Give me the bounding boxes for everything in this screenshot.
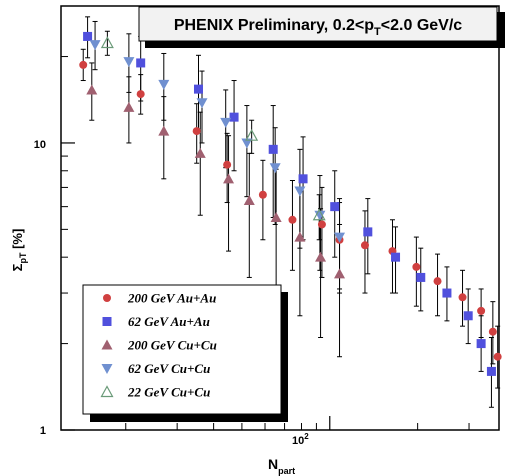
y-axis-label-main: Σ: [10, 263, 25, 271]
data-point-200-gev-au-au: [258, 190, 267, 199]
data-point-62-gev-cu-cu: [269, 163, 281, 174]
data-point-200-gev-au-au: [360, 241, 369, 250]
legend-label-200-gev-cu-cu: 200 GeV Cu+Cu: [127, 338, 217, 353]
data-point-200-gev-cu-cu: [243, 195, 255, 206]
data-point-200-gev-au-au: [223, 160, 232, 169]
data-point-62-gev-au-au: [83, 31, 93, 41]
data-point-200-gev-au-au: [192, 127, 201, 136]
data-point-62-gev-au-au: [268, 144, 278, 154]
data-point-62-gev-au-au: [391, 252, 401, 262]
data-point-62-gev-cu-cu: [89, 40, 101, 51]
data-point-62-gev-au-au: [363, 227, 373, 237]
legend-marker-22-gev-cu-cu: [100, 385, 114, 398]
data-point-62-gev-cu-cu: [220, 117, 232, 128]
data-point-62-gev-cu-cu: [334, 232, 346, 243]
data-point-62-gev-au-au: [229, 112, 239, 122]
data-point-62-gev-au-au: [463, 311, 473, 321]
data-point-62-gev-cu-cu: [294, 186, 306, 197]
x-tick-labels: 102: [292, 432, 309, 447]
data-point-22-gev-cu-cu: [312, 208, 326, 221]
legend-label-62-gev-cu-cu: 62 GeV Cu+Cu: [128, 361, 210, 376]
x-tick-label-100-base: 10: [292, 435, 304, 447]
y-tick-label-10: 10: [34, 139, 46, 151]
x-axis-label: Npart: [268, 456, 295, 476]
data-point-200-gev-au-au: [493, 352, 502, 361]
data-point-62-gev-au-au: [486, 366, 496, 376]
data-point-200-gev-au-au: [477, 306, 486, 315]
data-point-200-gev-cu-cu: [86, 84, 98, 95]
x-axis-label-sub: part: [278, 466, 295, 476]
x-tick-label-100: 102: [292, 432, 309, 447]
data-point-62-gev-au-au: [298, 174, 308, 184]
legend-label-22-gev-cu-cu: 22 GeV Cu+Cu: [127, 385, 210, 400]
chart-title-sub: T: [374, 26, 381, 38]
y-tick-labels: 1 10: [34, 139, 46, 437]
data-point-62-gev-au-au: [476, 339, 486, 349]
legend-label-200-gev-au-au: 200 GeV Au+Au: [127, 291, 216, 306]
data-point-200-gev-au-au: [433, 277, 442, 286]
data-point-62-gev-au-au: [330, 202, 340, 212]
data-point-200-gev-au-au: [136, 90, 145, 99]
data-point-22-gev-cu-cu: [100, 36, 114, 49]
tick-marks: [61, 5, 470, 431]
data-point-200-gev-cu-cu: [123, 101, 135, 112]
data-point-200-gev-cu-cu: [270, 211, 282, 222]
data-point-62-gev-cu-cu: [196, 98, 208, 109]
data-point-200-gev-cu-cu: [294, 231, 306, 242]
data-point-200-gev-cu-cu: [194, 147, 206, 158]
legend-marker-62-gev-cu-cu: [101, 364, 113, 374]
title-box: PHENIX Preliminary, 0.2<pT<2.0 GeV/c: [138, 6, 505, 48]
plot-frame: [60, 5, 500, 431]
plot-frame-group: [60, 5, 500, 431]
x-tick-label-100-exponent: 2: [304, 432, 309, 441]
data-point-200-gev-cu-cu: [223, 173, 235, 184]
data-point-62-gev-au-au: [442, 288, 452, 298]
y-axis-label: ΣpT [%]: [10, 229, 28, 272]
data-markers: [79, 31, 502, 376]
data-point-200-gev-cu-cu: [158, 125, 170, 136]
chart-title: PHENIX Preliminary, 0.2<pT<2.0 GeV/c: [174, 17, 462, 38]
data-point-200-gev-cu-cu: [315, 251, 327, 262]
data-point-62-gev-au-au: [416, 272, 426, 282]
legend-marker-200-gev-cu-cu: [101, 339, 113, 350]
data-point-200-gev-au-au: [458, 293, 467, 302]
chart-title-suffix: <2.0 GeV/c: [381, 17, 462, 34]
y-tick-label-1: 1: [40, 425, 46, 437]
chart-title-main: PHENIX Preliminary, 0.2<p: [174, 17, 374, 34]
data-point-200-gev-cu-cu: [334, 268, 346, 279]
title-box-panel: [138, 6, 498, 42]
data-point-62-gev-au-au: [193, 84, 203, 94]
data-point-200-gev-au-au: [412, 262, 421, 271]
data-point-200-gev-au-au: [488, 327, 497, 336]
data-point-22-gev-cu-cu: [245, 128, 259, 141]
data-point-200-gev-au-au: [317, 220, 326, 229]
data-point-62-gev-cu-cu: [241, 138, 253, 149]
legend: 200 GeV Au+Au 62 GeV Au+Au 200 GeV Cu+Cu 62…: [82, 284, 288, 422]
legend-marker-62-gev-au-au: [102, 317, 112, 326]
legend-marker-200-gev-au-au: [103, 294, 111, 302]
data-point-200-gev-au-au: [79, 60, 88, 69]
data-point-200-gev-au-au: [288, 215, 297, 224]
x-axis-label-main: N: [268, 456, 278, 472]
data-point-62-gev-au-au: [136, 58, 146, 68]
legend-entries: 200 GeV Au+Au 62 GeV Au+Au 200 GeV Cu+Cu 62…: [100, 291, 217, 400]
y-axis-label-sub: pT: [18, 252, 28, 263]
data-point-62-gev-cu-cu: [158, 79, 170, 90]
legend-panel: [82, 284, 282, 415]
y-axis-label-suffix: [%]: [10, 229, 25, 253]
legend-label-62-gev-au-au: 62 GeV Au+Au: [128, 314, 210, 329]
data-point-62-gev-cu-cu: [123, 57, 135, 68]
